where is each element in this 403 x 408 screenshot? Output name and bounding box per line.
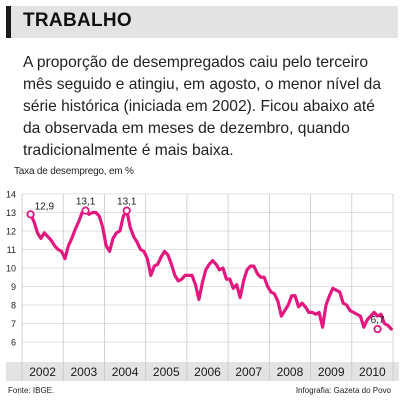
y-tick-label: 13: [6, 208, 16, 218]
y-tick-label: 8: [11, 301, 16, 311]
x-tick-label: 2006: [194, 365, 221, 379]
annotation-marker: [26, 210, 35, 219]
unemployment-line-chart: 6 7 8 9 10 11 12 13 14 2002 2003 2004 2005 2006 2007 20…: [6, 190, 399, 381]
annotation-marker: [373, 324, 382, 334]
source-note: Fonte: IBGE.: [8, 386, 55, 395]
data-label: 13,1: [76, 197, 96, 208]
lead-line: tradicionalmente é mais baixa.: [23, 142, 234, 159]
x-tick-label: 2005: [153, 365, 180, 379]
x-tick-label: 2009: [318, 365, 345, 379]
y-axis-label: Taxa de desemprego, em %: [14, 166, 134, 177]
x-tick-label: 2008: [277, 365, 304, 379]
y-tick-label: 11: [7, 245, 16, 255]
y-tick-label: 14: [6, 190, 16, 200]
y-tick-label: 7: [11, 319, 16, 329]
section-title: TRABALHO: [23, 10, 132, 31]
x-tick-label: 2004: [112, 365, 139, 379]
y-tick-label: 10: [6, 264, 16, 274]
lead-line: A proporção de desempregados caiu pelo t…: [23, 54, 369, 71]
x-tick-label: 2002: [29, 365, 56, 379]
annotation-marker: [122, 206, 131, 215]
credit-note: Infografia: Gazeta do Povo: [295, 386, 391, 395]
data-label: 13,1: [117, 197, 137, 208]
y-tick-label: 12: [6, 227, 16, 237]
lead-line: mês seguido e atingiu, em agosto, o meno…: [23, 76, 382, 93]
y-tick-label: 6: [11, 338, 16, 348]
data-label: 6,7: [371, 315, 385, 326]
data-label: 12,9: [35, 201, 55, 212]
x-tick-label: 2010: [359, 365, 386, 379]
lead-line: da observada em meses de dezembro, quand…: [23, 120, 350, 137]
x-tick-label: 2007: [235, 365, 262, 379]
x-tick-label: 2003: [70, 365, 97, 379]
y-tick-label: 9: [11, 282, 16, 292]
section-header: TRABALHO: [6, 6, 398, 38]
annotation-marker: [81, 206, 90, 215]
lead-line: série histórica (iniciada em 2002). Fico…: [23, 98, 375, 115]
series-line: [28, 209, 393, 331]
lead-paragraph: A proporção de desempregados caiu pelo t…: [23, 52, 399, 162]
